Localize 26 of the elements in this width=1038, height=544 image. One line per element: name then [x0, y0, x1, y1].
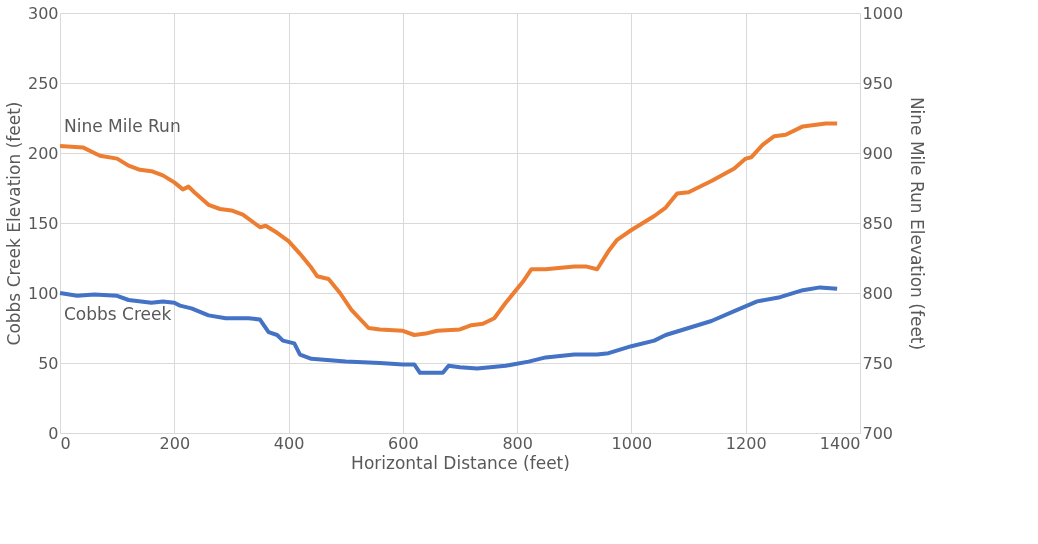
- y2-tick-label: 1000: [862, 3, 904, 23]
- x-tick-label: 1000: [611, 433, 653, 453]
- x-tick-label: 800: [502, 433, 533, 453]
- x-axis-title: Horizontal Distance (feet): [351, 452, 570, 473]
- x-tick-label: 1400: [819, 433, 861, 453]
- y2-axis-title: Nine Mile Run Elevation (feet): [907, 96, 928, 351]
- y-tick-label: 250: [27, 73, 59, 93]
- y-axis-title: Cobbs Creek Elevation (feet): [3, 101, 24, 346]
- y2-tick-label: 950: [862, 73, 894, 93]
- y-tick-label: 50: [38, 353, 59, 373]
- y-tick-label: 200: [27, 143, 59, 163]
- x-tick-label: 600: [388, 433, 419, 453]
- y2-tick-label: 900: [862, 143, 894, 163]
- series-label: Cobbs Creek: [64, 304, 172, 324]
- y-tick-label: 100: [27, 283, 59, 303]
- y2-tick-label: 750: [862, 353, 894, 373]
- x-tick-label: 1200: [725, 433, 767, 453]
- y-tick-label: 150: [27, 213, 59, 233]
- line-series: [58, 285, 840, 375]
- y2-tick-label: 700: [862, 423, 894, 443]
- y2-tick-label: 800: [862, 283, 894, 303]
- series-label: Nine Mile Run: [64, 116, 181, 136]
- x-tick-label: 200: [159, 433, 191, 453]
- y2-tick-label: 850: [862, 213, 894, 233]
- y-tick-label: 300: [27, 3, 59, 23]
- x-tick-label: 400: [273, 433, 305, 453]
